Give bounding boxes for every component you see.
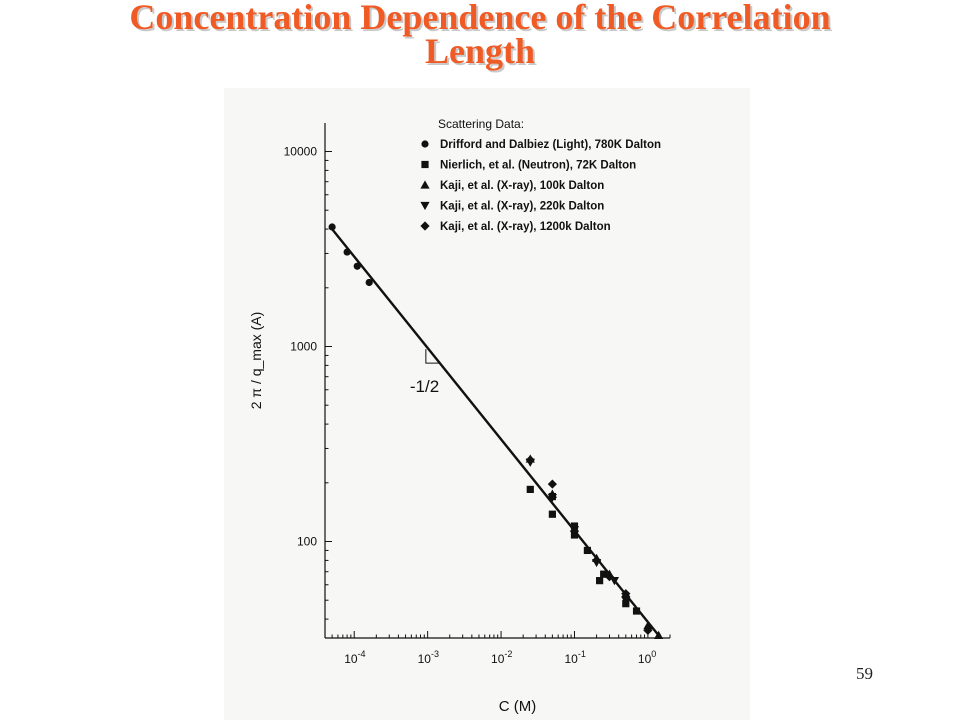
data-point-triangle-up bbox=[643, 621, 653, 630]
legend-entry: Nierlich, et al. (Neutron), 72K Dalton bbox=[440, 160, 636, 172]
x-tick-label: 10-2 bbox=[491, 649, 512, 666]
legend-layer: Scattering Data: Drifford and Dalbiez (Li… bbox=[420, 117, 661, 233]
legend-marker-triangle-up bbox=[420, 180, 430, 189]
data-point-diamond bbox=[569, 526, 580, 536]
data-point-circle bbox=[353, 262, 361, 270]
legend-entry: Kaji, et al. (X-ray), 220k Dalton bbox=[440, 201, 604, 213]
points-layer bbox=[328, 223, 664, 639]
data-point-square bbox=[526, 485, 534, 494]
data-point-triangle-up bbox=[654, 630, 664, 639]
x-tick-label: 10-1 bbox=[564, 649, 585, 666]
y-tick-label: 1000 bbox=[290, 339, 317, 353]
data-point-square bbox=[583, 546, 592, 555]
legend-marker-triangle-down bbox=[420, 201, 430, 211]
data-point-triangle-down bbox=[621, 596, 631, 605]
slide-title-line-2: Length bbox=[424, 31, 536, 71]
y-tick-label: 10000 bbox=[284, 144, 318, 158]
slide-title: Concentration Dependence of the Correlat… bbox=[0, 0, 960, 71]
legend-marker-diamond bbox=[420, 221, 430, 231]
data-point-circle bbox=[328, 223, 336, 231]
data-point-circle bbox=[365, 278, 373, 287]
slope-annotation: -1/2 bbox=[410, 377, 439, 396]
data-point-square bbox=[632, 607, 641, 615]
data-point-diamond bbox=[525, 455, 535, 465]
x-tick-label: 10-4 bbox=[344, 649, 365, 666]
label-layer: 10-4 10-3 10-2 10-1 100 100 1000 10000 C (M) 2 π … bbox=[248, 144, 656, 715]
data-point-circle bbox=[343, 248, 351, 256]
data-point-diamond bbox=[591, 555, 602, 566]
legend-title: Scattering Data: bbox=[438, 117, 524, 131]
data-point-square bbox=[600, 570, 608, 578]
data-point-triangle-down bbox=[609, 577, 620, 586]
data-point-diamond bbox=[604, 572, 615, 582]
slide-title-line-1: Concentration Dependence of the Correlat… bbox=[129, 0, 831, 37]
legend-entry: Kaji, et al. (X-ray), 1200k Dalton bbox=[440, 221, 611, 233]
page-number: 59 bbox=[856, 664, 873, 683]
x-axis-label: C (M) bbox=[499, 698, 537, 715]
fit-line bbox=[331, 228, 660, 637]
legend-entry: Kaji, et al. (X-ray), 100k Dalton bbox=[440, 180, 604, 192]
slope-triangle bbox=[425, 349, 440, 364]
data-point-square bbox=[570, 522, 579, 530]
y-axis-label: 2 π / q_max (A) bbox=[248, 312, 264, 410]
data-point-square bbox=[596, 577, 604, 585]
data-point-square bbox=[548, 510, 556, 518]
data-point-diamond bbox=[547, 479, 557, 489]
data-point-triangle-down bbox=[547, 493, 557, 503]
data-point-diamond bbox=[621, 589, 631, 599]
axes-layer bbox=[324, 123, 671, 639]
data-point-diamond bbox=[643, 625, 653, 636]
legend-marker-square bbox=[421, 160, 429, 169]
fit-layer bbox=[331, 228, 660, 637]
x-tick-label: 10-3 bbox=[418, 649, 439, 666]
chart-figure: Scattering Data: Drifford and Dalbiez (Li… bbox=[224, 88, 750, 720]
chart-svg: Scattering Data: Drifford and Dalbiez (Li… bbox=[248, 117, 671, 715]
x-tick-label: 100 bbox=[638, 649, 656, 666]
legend-marker-circle bbox=[421, 140, 429, 148]
legend-entry: Drifford and Dalbiez (Light), 780K Dalto… bbox=[440, 139, 661, 151]
y-tick-label: 100 bbox=[297, 535, 317, 549]
